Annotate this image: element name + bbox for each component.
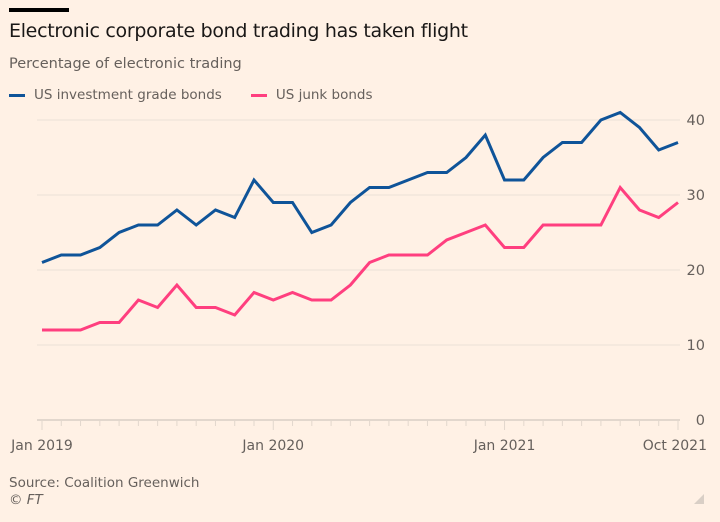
x-tick-label: Oct 2021 — [643, 438, 707, 454]
legend-item-junk: US junk bonds — [250, 87, 373, 103]
x-tick-label: Jan 2021 — [473, 438, 536, 454]
x-axis: Jan 2019 Jan 2020 Jan 2021 Oct 2021 — [10, 420, 707, 454]
source-note: Source: Coalition Greenwich — [9, 475, 200, 491]
y-tick-label: 40 — [687, 113, 705, 129]
points-junk — [42, 187, 678, 330]
y-axis: 0 10 20 30 40 — [687, 113, 705, 429]
series-lines — [41, 110, 679, 332]
y-tick-label: 10 — [687, 338, 705, 354]
series-line-investment-grade — [41, 110, 679, 264]
copyright: © FT — [9, 492, 43, 508]
legend: US investment grade bonds US junk bonds — [9, 87, 402, 103]
legend-label-investment-grade: US investment grade bonds — [34, 87, 222, 103]
gridlines — [37, 119, 680, 421]
legend-item-investment-grade: US investment grade bonds — [9, 87, 222, 103]
chart-subtitle: Percentage of electronic trading — [9, 56, 242, 72]
legend-swatch-investment-grade — [9, 93, 25, 97]
y-tick-label: 30 — [687, 188, 705, 204]
resize-corner-icon — [694, 494, 704, 504]
legend-swatch-junk — [250, 93, 267, 97]
x-tick-label: Jan 2019 — [10, 438, 73, 454]
legend-label-junk: US junk bonds — [275, 87, 373, 103]
y-tick-label: 20 — [687, 263, 705, 279]
y-tick-label: 0 — [696, 413, 705, 429]
chart-title: Electronic corporate bond trading has ta… — [9, 20, 468, 42]
x-tick-label: Jan 2020 — [241, 438, 304, 454]
series-line-junk — [42, 184, 679, 332]
brand-top-bar — [9, 8, 69, 12]
points-investment-grade — [42, 112, 678, 262]
